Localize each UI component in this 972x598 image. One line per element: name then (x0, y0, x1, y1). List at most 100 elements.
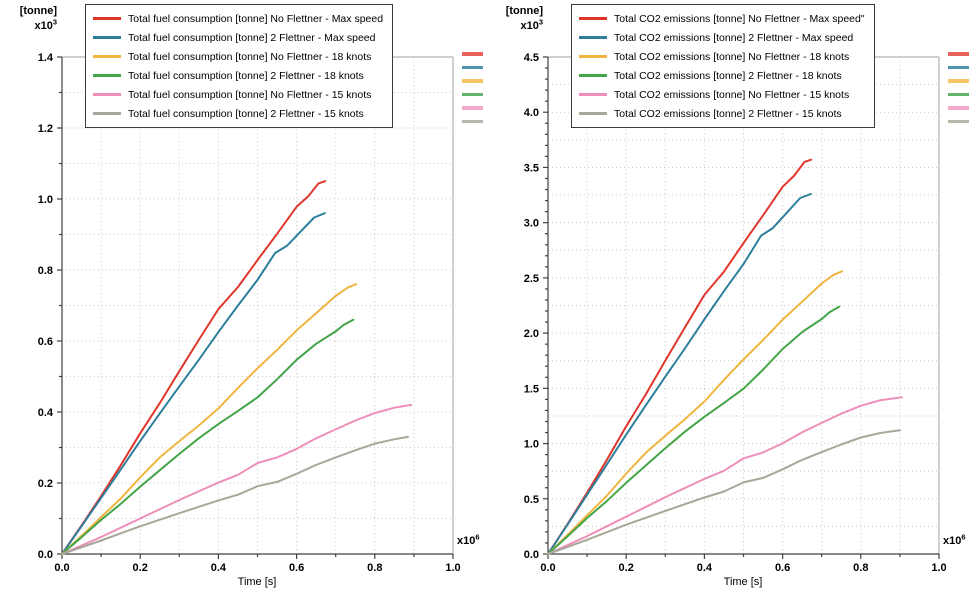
legend-label: Total CO2 emissions [tonne] No Flettner … (614, 88, 850, 101)
legend-item[interactable]: Total CO2 emissions [tonne] No Flettner … (579, 85, 865, 104)
y-tick-label: 1.0 (38, 194, 53, 206)
x-tick-label: 0.0 (54, 562, 69, 574)
y-axis-multiplier-exponent: 3 (52, 17, 57, 27)
fuel-consumption-chart-panel: [tonne] x103 0.0 0.2 0.4 0.6 0.8 1.0 0.0 0.2 0.4… (0, 0, 486, 598)
legend-label: Total fuel consumption [tonne] No Flettn… (128, 88, 372, 101)
curve-marker[interactable] (948, 119, 969, 123)
y-axis-unit-label: [tonne] (19, 5, 57, 17)
legend-label: Total fuel consumption [tonne] 2 Flettne… (128, 31, 376, 44)
legend-label: Total fuel consumption [tonne] 2 Flettne… (128, 69, 364, 82)
series-curve-2[interactable] (547, 270, 843, 555)
curve-marker[interactable] (948, 92, 969, 96)
fuel-plot-area[interactable]: 0.0 0.2 0.4 0.6 0.8 1.0 0.0 0.2 0.4 0.6 0.8 1.0 1.2 1… (0, 0, 486, 598)
legend-item[interactable]: Total CO2 emissions [tonne] No Flettner … (579, 47, 865, 66)
curve-marker[interactable] (462, 52, 483, 56)
y-tick-label: 0.8 (38, 265, 53, 277)
y-tick-label: 3.0 (524, 218, 539, 230)
curve-color-markers (462, 52, 483, 133)
x-tick-label: 1.0 (931, 562, 946, 574)
x-tick-label: 0.2 (619, 562, 634, 574)
x-tick-label: 0.8 (367, 562, 382, 574)
co2-emissions-chart-panel: [tonne] x103 0.0 0.2 0.4 0.6 0.8 1.0 0.0 0.5 1.0… (486, 0, 972, 598)
legend-line-swatch (93, 55, 121, 58)
legend-item[interactable]: Total fuel consumption [tonne] 2 Flettne… (93, 104, 383, 123)
legend-line-swatch (579, 93, 607, 96)
legend-line-swatch (579, 112, 607, 115)
legend-item[interactable]: Total fuel consumption [tonne] 2 Flettne… (93, 28, 383, 47)
y-tick-label: 0.4 (38, 407, 54, 419)
legend-item[interactable]: Total CO2 emissions [tonne] No Flettner … (579, 9, 865, 28)
x-axis-multiplier-exponent: 6 (475, 532, 480, 542)
x-tick-label: 1.0 (445, 562, 460, 574)
legend-item[interactable]: Total fuel consumption [tonne] No Flettn… (93, 47, 383, 66)
y-tick-label: 0.6 (38, 336, 53, 348)
curve-marker[interactable] (462, 119, 483, 123)
y-tick-label: 3.5 (524, 162, 539, 174)
series-curve-4[interactable] (547, 396, 903, 555)
y-tick-label: 2.0 (524, 328, 539, 340)
legend-label: Total CO2 emissions [tonne] 2 Flettner -… (614, 69, 842, 82)
co2-plot-area[interactable]: 0.0 0.2 0.4 0.6 0.8 1.0 0.0 0.5 1.0 1.5 2.0 2.5 3.0 3… (486, 0, 972, 598)
legend-label: Total fuel consumption [tonne] No Flettn… (128, 50, 372, 63)
x-tick-label: 0.8 (853, 562, 868, 574)
y-tick-label: 1.5 (524, 383, 539, 395)
legend-line-swatch (579, 36, 607, 39)
y-tick-label: 1.2 (38, 123, 53, 135)
x-tick-label: 0.2 (133, 562, 148, 574)
series-curve-3[interactable] (547, 305, 841, 555)
curve-marker[interactable] (462, 92, 483, 96)
curve-marker[interactable] (462, 65, 483, 69)
legend-label: Total CO2 emissions [tonne] No Flettner … (614, 12, 865, 25)
legend-item[interactable]: Total CO2 emissions [tonne] 2 Flettner -… (579, 104, 865, 123)
curve-marker[interactable] (948, 106, 969, 110)
x-tick-label: 0.0 (540, 562, 555, 574)
legend-line-swatch (579, 17, 607, 20)
curve-marker[interactable] (948, 52, 969, 56)
y-tick-label: 0.5 (524, 494, 539, 506)
legend-item[interactable]: Total fuel consumption [tonne] No Flettn… (93, 85, 383, 104)
y-axis-multiplier-label: x103 (34, 17, 57, 32)
legend-line-swatch (579, 55, 607, 58)
curve-marker[interactable] (948, 79, 969, 83)
curve-marker[interactable] (462, 79, 483, 83)
series-curve-2[interactable] (61, 283, 357, 555)
x-tick-label: 0.6 (289, 562, 304, 574)
legend-item[interactable]: Total fuel consumption [tonne] No Flettn… (93, 9, 383, 28)
series-curve-1[interactable] (547, 193, 812, 555)
legend-item[interactable]: Total CO2 emissions [tonne] 2 Flettner -… (579, 28, 865, 47)
legend-line-swatch (93, 93, 121, 96)
series-curve-0[interactable] (61, 180, 327, 555)
series-curve-1[interactable] (61, 212, 326, 555)
x-tick-label: 0.6 (775, 562, 790, 574)
legend-label: Total fuel consumption [tonne] 2 Flettne… (128, 107, 364, 120)
x-axis-title: Time [s] (237, 576, 277, 588)
legend-label: Total CO2 emissions [tonne] No Flettner … (614, 50, 850, 63)
series-curve-0[interactable] (547, 158, 813, 555)
legend-line-swatch (579, 74, 607, 77)
x-axis-title: Time [s] (723, 576, 763, 588)
series-curve-4[interactable] (61, 403, 413, 555)
x-axis-multiplier-exponent: 6 (961, 532, 966, 542)
co2-legend: Total CO2 emissions [tonne] No Flettner … (571, 4, 875, 128)
legend-label: Total CO2 emissions [tonne] 2 Flettner -… (614, 107, 842, 120)
series-curve-3[interactable] (61, 318, 355, 555)
legend-line-swatch (93, 74, 121, 77)
series-curve-5[interactable] (547, 429, 901, 555)
legend-line-swatch (93, 36, 121, 39)
x-axis-multiplier-label: x106 (943, 532, 966, 547)
legend-item[interactable]: Total CO2 emissions [tonne] 2 Flettner -… (579, 66, 865, 85)
y-tick-label: 0.0 (38, 549, 53, 561)
curve-marker[interactable] (462, 106, 483, 110)
y-tick-label: 4.0 (524, 107, 539, 119)
legend-item[interactable]: Total fuel consumption [tonne] 2 Flettne… (93, 66, 383, 85)
x-tick-label: 0.4 (697, 562, 713, 574)
legend-label: Total CO2 emissions [tonne] 2 Flettner -… (614, 31, 854, 44)
curve-color-markers (948, 52, 969, 133)
legend-line-swatch (93, 112, 121, 115)
curve-marker[interactable] (948, 65, 969, 69)
series-curve-5[interactable] (61, 435, 409, 555)
y-axis-multiplier-exponent: 3 (538, 17, 543, 27)
y-axis-multiplier-label: x103 (520, 17, 543, 32)
x-axis-multiplier-label: x106 (457, 532, 480, 547)
y-tick-label: 2.5 (524, 273, 539, 285)
